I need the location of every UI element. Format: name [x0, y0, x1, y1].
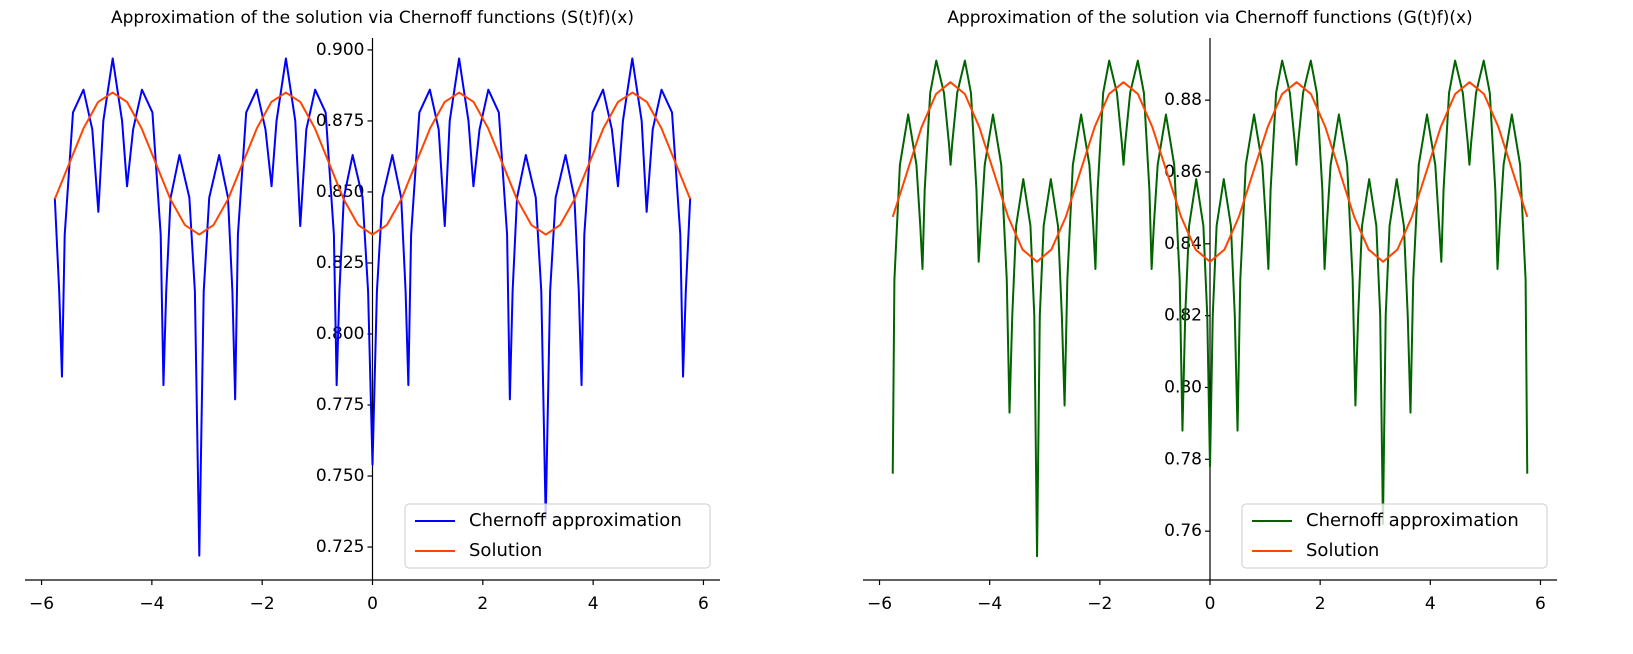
legend-label: Solution: [469, 540, 542, 561]
x-tick-label: −2: [250, 594, 275, 614]
y-tick-label: 0.76: [1164, 521, 1202, 541]
y-tick-label: 0.725: [316, 537, 365, 557]
chart-title: Approximation of the solution via Cherno…: [111, 8, 634, 28]
x-tick-label: 6: [698, 594, 709, 614]
x-tick-label: 2: [477, 594, 488, 614]
y-tick-label: 0.82: [1164, 306, 1202, 326]
legend-box: [404, 503, 711, 569]
x-tick-label: 4: [588, 594, 599, 614]
x-tick-label: −4: [139, 594, 164, 614]
series-line: [53, 91, 692, 236]
legend: Chernoff approximation Solution: [404, 503, 711, 569]
x-tick-label: 4: [1425, 594, 1436, 614]
y-tick-label: 0.88: [1164, 90, 1202, 110]
x-tick-label: −6: [29, 594, 54, 614]
y-tick-label: 0.750: [316, 466, 365, 486]
series-line: [891, 81, 1529, 263]
y-tick-label: 0.84: [1164, 234, 1202, 254]
x-tick-label: −4: [977, 594, 1002, 614]
legend-box: [1241, 503, 1548, 569]
legend-label: Chernoff approximation: [469, 510, 682, 531]
x-tick-label: −2: [1087, 594, 1112, 614]
series-line: [891, 59, 1529, 558]
series-line: [53, 57, 692, 557]
x-tick-label: −6: [867, 594, 892, 614]
x-tick-label: 0: [367, 594, 378, 614]
y-tick-label: 0.78: [1164, 449, 1202, 469]
y-tick-label: 0.900: [316, 40, 365, 60]
x-tick-label: 2: [1315, 594, 1326, 614]
y-tick-label: 0.800: [316, 324, 365, 344]
y-tick-label: 0.875: [316, 111, 365, 131]
legend-label: Solution: [1306, 540, 1379, 561]
legend-label: Chernoff approximation: [1306, 510, 1519, 531]
x-tick-label: 6: [1535, 594, 1546, 614]
y-tick-label: 0.775: [316, 395, 365, 415]
legend: Chernoff approximation Solution: [1241, 503, 1548, 569]
x-tick-label: 0: [1205, 594, 1216, 614]
chart-title: Approximation of the solution via Cherno…: [947, 8, 1472, 28]
